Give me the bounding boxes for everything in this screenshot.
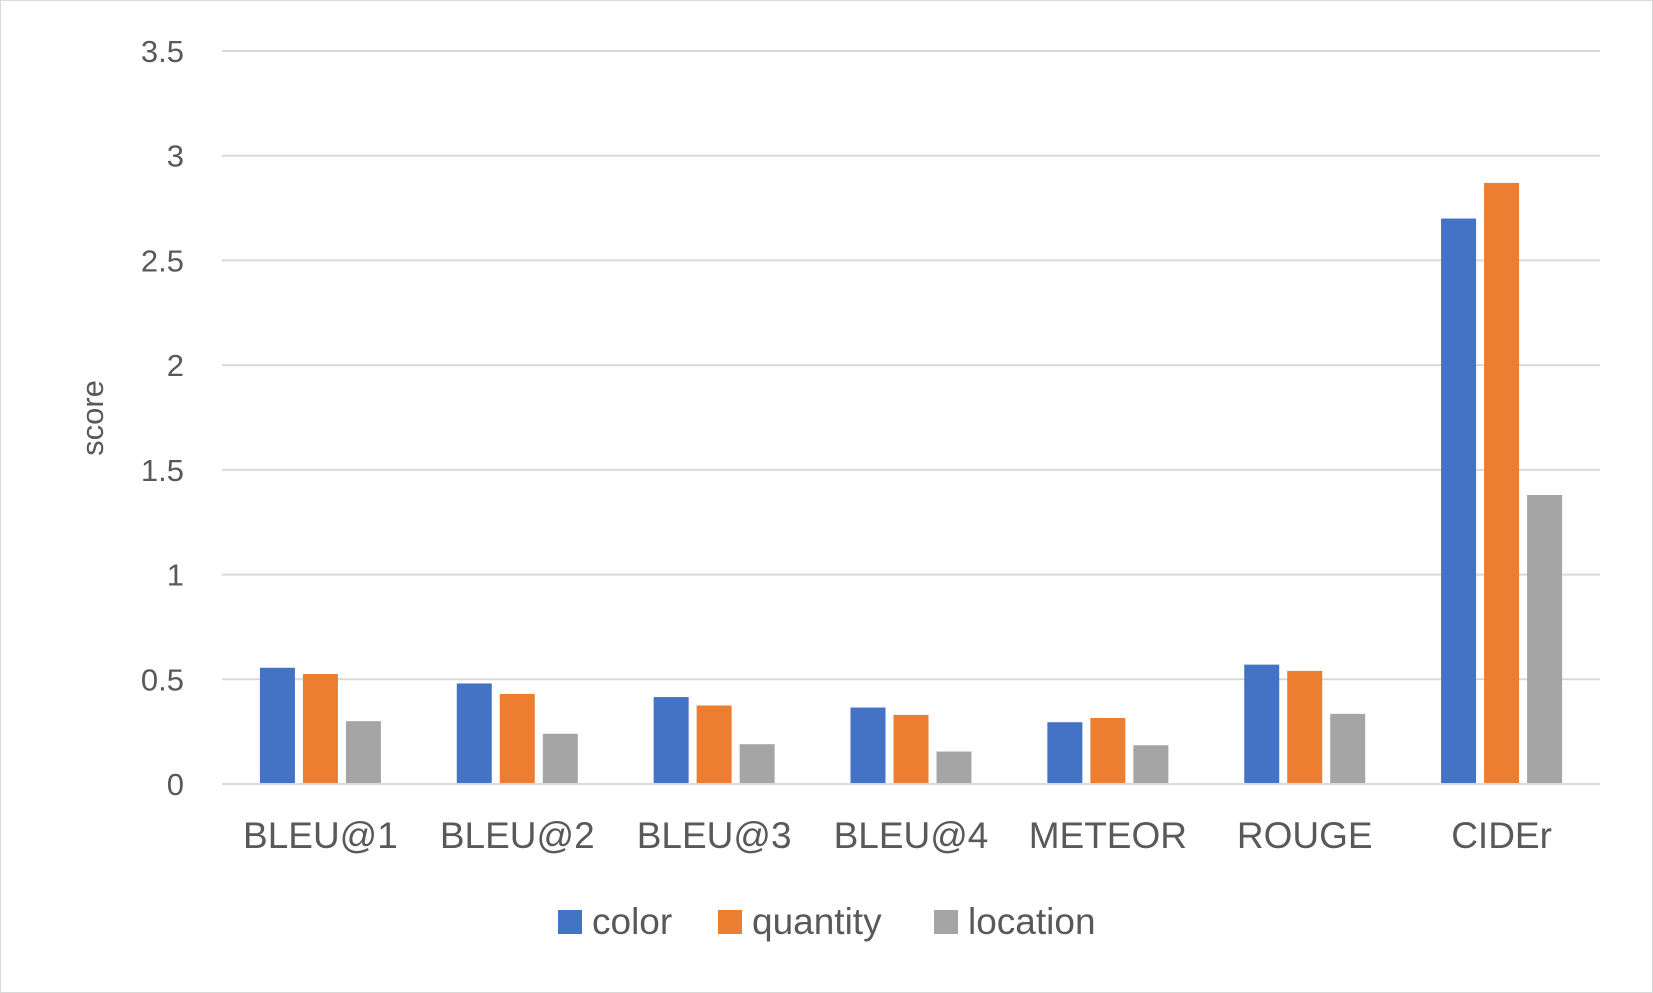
x-category-label: BLEU@1	[243, 815, 398, 856]
bar-color-bleu2	[456, 683, 492, 784]
bar-location-bleu2	[542, 733, 578, 784]
legend-label-quantity: quantity	[752, 901, 882, 942]
legend-swatch-quantity	[718, 910, 742, 934]
bar-location-cider	[1527, 494, 1563, 784]
bar-location-meteor	[1133, 745, 1169, 784]
bar-quantity-bleu1	[302, 674, 338, 784]
x-category-label: BLEU@3	[637, 815, 792, 856]
y-axis-ticks: 0 0.5 1 1.5 2 2.5 3 3.5	[141, 34, 184, 802]
bar-color-bleu1	[259, 667, 295, 784]
y-axis-title: score	[75, 380, 110, 456]
y-tick-label: 0	[167, 767, 184, 802]
y-tick-label: 1	[167, 558, 184, 593]
bar-location-bleu4	[936, 751, 972, 784]
bar-quantity-bleu3	[696, 705, 732, 784]
bar-quantity-bleu4	[893, 714, 929, 784]
y-tick-label: 0.5	[141, 662, 184, 697]
bar-quantity-bleu2	[499, 693, 535, 784]
legend-label-location: location	[968, 901, 1096, 942]
bar-location-bleu3	[739, 744, 775, 784]
bar-color-meteor	[1047, 722, 1083, 784]
bar-quantity-cider	[1484, 182, 1520, 784]
x-axis-category-labels: BLEU@1 BLEU@2 BLEU@3 BLEU@4 METEOR ROUGE CIDEr	[243, 815, 1552, 856]
bar-location-bleu1	[345, 721, 381, 784]
x-category-label: BLEU@2	[440, 815, 595, 856]
legend: color quantity location	[558, 901, 1096, 942]
legend-label-color: color	[592, 901, 672, 942]
y-tick-label: 3	[167, 139, 184, 174]
bars	[259, 182, 1563, 785]
x-category-label: BLEU@4	[834, 815, 989, 856]
x-category-label: ROUGE	[1237, 815, 1373, 856]
bar-quantity-meteor	[1090, 718, 1126, 784]
y-tick-label: 1.5	[141, 453, 184, 488]
bar-color-cider	[1441, 218, 1477, 785]
bar-color-rouge	[1244, 664, 1280, 784]
x-category-label: METEOR	[1029, 815, 1187, 856]
y-tick-label: 2	[167, 348, 184, 383]
legend-swatch-color	[558, 910, 582, 934]
bar-quantity-rouge	[1287, 670, 1323, 784]
legend-swatch-location	[934, 910, 958, 934]
x-category-label: CIDEr	[1451, 815, 1552, 856]
bar-color-bleu4	[850, 707, 886, 784]
y-tick-label: 2.5	[141, 243, 184, 278]
bar-color-bleu3	[653, 697, 689, 784]
y-tick-label: 3.5	[141, 34, 184, 69]
bar-location-rouge	[1330, 713, 1366, 784]
gridlines	[222, 50, 1600, 681]
